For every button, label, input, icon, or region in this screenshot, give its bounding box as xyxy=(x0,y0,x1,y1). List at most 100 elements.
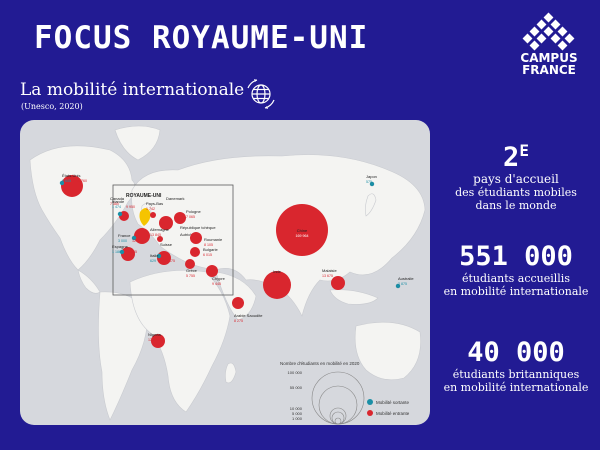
incoming-bubble-espagne xyxy=(121,247,135,261)
country-label-roumanie: Roumanie xyxy=(204,237,223,242)
outgoing-dot-australie xyxy=(395,283,401,289)
outgoing-dot-etats-unis xyxy=(59,180,65,186)
legend-scale: 100 000 55 000 10 000 5 000 1 000 xyxy=(288,370,303,421)
world-map-card: ROYAUME-UNI États-Unis 9 645 19 760 Canada 7… xyxy=(20,120,430,425)
country-label-autriche: Autriche xyxy=(180,232,195,237)
incoming-bubble-roumanie xyxy=(190,232,202,244)
legend-circles xyxy=(311,371,365,425)
incoming-bubble-suisse xyxy=(157,236,163,242)
outgoing-value-australie: 2 875 xyxy=(398,282,407,286)
outgoing-value-etats-unis: 9 645 xyxy=(62,179,71,183)
australia-shape xyxy=(354,321,421,381)
stat-rank-number: 2 xyxy=(503,142,520,173)
country-label-suisse: Suisse xyxy=(160,242,173,247)
legend-scale-0: 100 000 xyxy=(288,370,303,375)
arabia-shape xyxy=(215,271,257,321)
country-label-nigeria: Nigeria xyxy=(148,332,161,337)
incoming-value-etats-unis: 19 760 xyxy=(76,179,87,183)
page-title: FOCUS ROYAUME-UNI xyxy=(34,20,369,56)
outgoing-value-espagne: 1 186 xyxy=(112,250,121,254)
incoming-value-canada: 7 380 xyxy=(110,202,119,206)
logo-text: CAMPUS FRANCE xyxy=(508,52,590,76)
legend-scale-4: 1 000 xyxy=(292,416,303,421)
incoming-bubble-malaisie xyxy=(331,276,345,290)
incoming-bubble-pologne xyxy=(174,212,186,224)
country-label-canada: Canada xyxy=(110,196,125,201)
map-legend: Nombre d'étudiants en mobilité en 2020 1… xyxy=(280,361,410,425)
country-label-pays-bas: Pays-Bas xyxy=(146,201,163,206)
source-note: (Unesco, 2020) xyxy=(21,102,83,111)
central-america-shape xyxy=(77,269,101,294)
legend-outgoing-label: Mobilité sortante xyxy=(376,400,410,405)
stat-rank-line-3: dans le monde xyxy=(475,199,557,212)
incoming-value-inde: 55 232 xyxy=(272,275,283,279)
legend-scale-3: 5 000 xyxy=(292,411,303,416)
incoming-bubble-grece xyxy=(185,259,195,269)
incoming-value-chine: 169 964 xyxy=(296,234,309,238)
incoming-value-france: 12 515 xyxy=(132,239,143,243)
stat-incoming: 551 000 étudiants accueillis en mobilité… xyxy=(432,242,600,299)
outgoing-value-japon: 575 xyxy=(366,180,372,184)
incoming-bubble-france xyxy=(134,228,150,244)
incoming-value-roumanie: 8 105 xyxy=(204,243,213,247)
indonesia-shape xyxy=(329,289,379,305)
country-label-etats-unis: États-Unis xyxy=(62,173,80,178)
incoming-bubble-allemagne xyxy=(159,216,173,230)
legend-scale-2: 10 000 xyxy=(290,406,303,411)
country-label-irlande: Irlande xyxy=(112,199,125,204)
incoming-value-irlande: 9 950 xyxy=(126,205,135,209)
greenland-shape xyxy=(114,125,161,161)
country-label-republique-tcheque: République tchèque xyxy=(180,225,216,230)
stat-rank: 2E pays d'accueil des étudiants mobiles … xyxy=(432,136,600,212)
logo-line-2: FRANCE xyxy=(522,63,576,77)
country-label-france: France xyxy=(118,233,131,238)
stat-rank-value: 2E xyxy=(432,136,600,173)
incoming-value-pologne: 7 065 xyxy=(186,215,195,219)
logo-line-1: CAMPUS xyxy=(520,51,578,65)
outgoing-dot-irlande xyxy=(117,211,123,217)
incoming-bubble-pays-bas xyxy=(150,212,156,218)
outgoing-dot-espagne xyxy=(119,249,125,255)
country-label-chypre: Chypre xyxy=(212,276,226,281)
outgoing-value-italie: 629 xyxy=(150,259,156,263)
country-label-bulgarie: Bulgarie xyxy=(203,247,218,252)
incoming-value-pays-bas: 1 742 xyxy=(146,207,155,211)
incoming-value-chypre: 9 445 xyxy=(212,282,221,286)
legend-circle-1000 xyxy=(334,417,342,425)
japan-shape xyxy=(365,193,377,217)
stat-outgoing-value: 40 000 xyxy=(467,337,565,368)
north-america-shape xyxy=(29,145,136,271)
stat-rank-line-2: des étudiants mobiles xyxy=(455,186,577,199)
incoming-bubble-inde xyxy=(263,271,291,299)
stat-outgoing-line-2: en mobilité internationale xyxy=(443,381,589,394)
country-label-italie: Italie xyxy=(150,253,159,258)
legend-incoming-dot xyxy=(367,410,373,416)
africa-shape xyxy=(129,270,231,413)
uk-label: ROYAUME-UNI xyxy=(126,193,162,199)
incoming-value-grece: 5 755 xyxy=(186,274,195,278)
incoming-value-bulgarie: 6 015 xyxy=(203,253,212,257)
stat-incoming-line-2: en mobilité internationale xyxy=(443,285,589,298)
incoming-bubble-bulgarie xyxy=(190,247,200,257)
outgoing-value-france: 3 000 xyxy=(118,239,127,243)
section-title: La mobilité internationale xyxy=(20,80,245,100)
legend-circle-100000 xyxy=(311,371,365,425)
country-label-chine: Chine xyxy=(297,228,308,233)
incoming-value-italie: 14 475 xyxy=(164,259,175,263)
europe-inset-frame xyxy=(112,184,234,296)
incoming-bubble-etats-unis xyxy=(61,175,83,197)
incoming-bubble-arabie-saoudite xyxy=(232,297,244,309)
incoming-bubble-chine xyxy=(276,204,328,256)
campus-france-logo-icon xyxy=(522,12,575,51)
stat-rank-line-1: pays d'accueil xyxy=(473,172,559,186)
country-label-pologne: Pologne xyxy=(186,209,201,214)
incoming-value-arabie-saoudite: 8 275 xyxy=(234,319,243,323)
stat-incoming-line-1: étudiants accueillis xyxy=(462,272,570,285)
globe-exchange-icon xyxy=(247,79,275,109)
country-label-arabie-saoudite: Arabie Saoudite xyxy=(234,313,263,318)
legend-incoming-label: Mobilité entrante xyxy=(376,411,410,416)
stat-outgoing: 40 000 étudiants britanniques en mobilit… xyxy=(432,337,600,395)
country-label-allemagne: Allemagne xyxy=(150,227,170,232)
country-label-espagne: Espagne xyxy=(112,244,129,249)
